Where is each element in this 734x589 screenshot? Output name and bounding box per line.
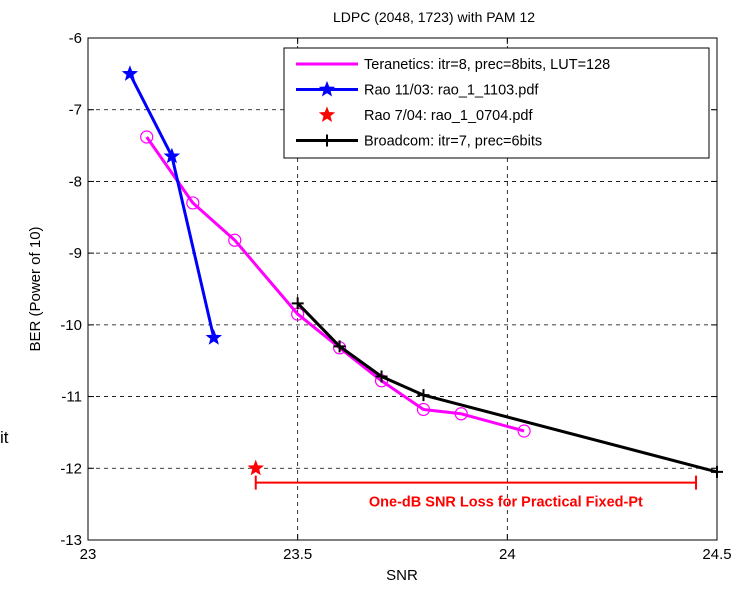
chart-title: LDPC (2048, 1723) with PAM 12 [333,9,535,25]
y-tick-label: -11 [61,389,82,406]
legend-entry-label: Broadcom: itr=7, prec=6bits [364,134,542,150]
series-3 [291,297,723,478]
data-point [205,329,222,345]
data-point [228,233,242,247]
data-point [140,130,154,144]
data-point [186,196,200,210]
legend-entry-label: Rao 11/03: rao_1_1103.pdf [364,83,539,99]
data-point [318,106,336,122]
data-series [121,65,723,478]
annotation: One-dB SNR Loss for Practical Fixed-Pt [254,475,698,511]
x-axis-label: SNR [386,567,418,584]
y-tick-label: -9 [69,245,82,262]
data-point [163,147,181,164]
data-point [247,459,264,476]
data-point [291,297,304,310]
y-tick-label: -8 [69,173,82,190]
y-tick-label: -7 [69,102,82,119]
y-tick-label: -12 [60,460,82,477]
data-point [375,370,388,383]
x-tick-label: 24 [499,546,516,563]
series-2 [247,459,264,476]
y-tick-label: -6 [69,30,82,47]
data-point [417,389,430,402]
x-tick-label: 23 [80,546,97,563]
y-tick-label: -13 [60,532,82,549]
data-point [318,80,336,97]
plot-frame [87,37,718,541]
data-point [454,407,468,421]
data-point [517,424,531,438]
x-tick-label: 23.5 [283,546,312,563]
annotation-text: One-dB SNR Loss for Practical Fixed-Pt [369,495,643,511]
data-point [121,65,139,81]
series-1 [121,65,222,345]
legend-entry-label: Teranetics: itr=8, prec=8bits, LUT=128 [364,57,610,73]
data-point [321,134,333,147]
y-axis-label: BER (Power of 10) [27,226,44,351]
left-text-fragment: it [0,428,9,447]
data-point [416,402,431,417]
legend-entry-label: Rao 7/04: rao_1_0704.pdf [364,108,533,124]
axis-ticks: 23 23.5 24 24.5 -6 -7 -8 -9 -10 -11 -12 -13 [60,30,731,563]
legend: Teranetics: itr=8, prec=8bits, LUT=128 Ra… [283,47,710,159]
data-point [711,465,723,478]
x-tick-label: 24.5 [702,546,731,563]
data-point [333,340,346,353]
y-tick-label: -10 [60,317,82,334]
